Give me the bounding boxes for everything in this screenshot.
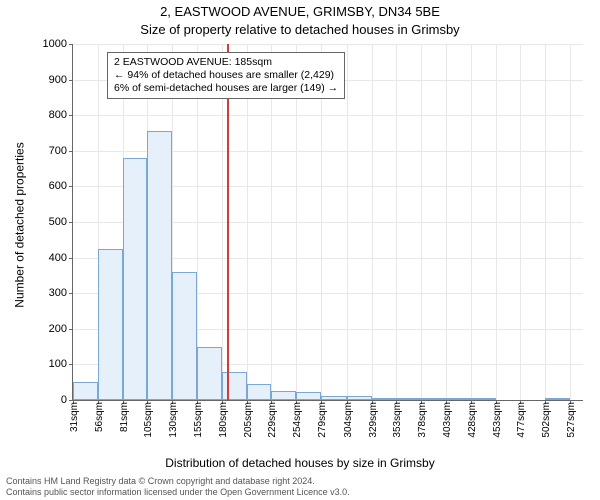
x-tick-label: 229sqm <box>267 400 278 438</box>
histogram-bar <box>446 398 471 400</box>
histogram-bar <box>73 382 98 400</box>
footer-attribution: Contains HM Land Registry data © Crown c… <box>6 476 594 498</box>
histogram-bar <box>123 158 147 400</box>
histogram-bar <box>271 391 296 400</box>
gridline-v <box>545 44 546 400</box>
gridline-v <box>471 44 472 400</box>
histogram-bar <box>98 249 123 400</box>
x-tick-label: 105sqm <box>143 400 154 438</box>
histogram-bar <box>222 372 247 400</box>
chart-container: 2, EASTWOOD AVENUE, GRIMSBY, DN34 5BE Si… <box>0 0 600 500</box>
y-tick-label: 900 <box>49 74 73 86</box>
histogram-bar <box>296 392 321 400</box>
y-tick-label: 100 <box>49 358 73 370</box>
y-tick-label: 200 <box>49 323 73 335</box>
y-axis-label: Number of detached properties <box>13 142 27 307</box>
gridline-v <box>446 44 447 400</box>
y-tick-label: 1000 <box>43 38 73 50</box>
x-tick-label: 477sqm <box>516 400 527 438</box>
x-tick-label: 329sqm <box>368 400 379 438</box>
x-tick-label: 428sqm <box>467 400 478 438</box>
x-tick-label: 254sqm <box>292 400 303 438</box>
histogram-bar <box>172 272 197 400</box>
page-title-line1: 2, EASTWOOD AVENUE, GRIMSBY, DN34 5BE <box>0 4 600 19</box>
y-tick-label: 600 <box>49 180 73 192</box>
gridline-v <box>396 44 397 400</box>
gridline-h <box>73 115 583 116</box>
gridline-v <box>421 44 422 400</box>
x-tick-label: 279sqm <box>317 400 328 438</box>
gridline-v <box>347 44 348 400</box>
x-tick-label: 378sqm <box>417 400 428 438</box>
histogram-bar <box>197 347 222 400</box>
x-tick-label: 304sqm <box>343 400 354 438</box>
footer-line1: Contains HM Land Registry data © Crown c… <box>6 476 594 487</box>
x-tick-label: 31sqm <box>69 400 80 432</box>
y-tick-label: 800 <box>49 109 73 121</box>
histogram-bar <box>421 398 446 400</box>
gridline-v <box>520 44 521 400</box>
x-axis-label: Distribution of detached houses by size … <box>0 456 600 470</box>
x-tick-label: 403sqm <box>442 400 453 438</box>
gridline-v <box>496 44 497 400</box>
histogram-bar <box>147 131 172 400</box>
histogram-bar <box>471 398 496 400</box>
gridline-v <box>372 44 373 400</box>
annotation-line3: 6% of semi-detached houses are larger (1… <box>114 82 338 95</box>
x-tick-label: 453sqm <box>492 400 503 438</box>
x-tick-label: 502sqm <box>541 400 552 438</box>
histogram-bar <box>372 398 396 400</box>
gridline-h <box>73 44 583 45</box>
histogram-bar <box>545 398 570 400</box>
x-tick-label: 205sqm <box>243 400 254 438</box>
annotation-line1: 2 EASTWOOD AVENUE: 185sqm <box>114 56 338 69</box>
gridline-v <box>570 44 571 400</box>
x-tick-label: 353sqm <box>392 400 403 438</box>
histogram-bar <box>247 384 271 400</box>
histogram-bar <box>321 396 346 400</box>
y-tick-label: 300 <box>49 287 73 299</box>
page-title-line2: Size of property relative to detached ho… <box>0 22 600 37</box>
y-tick-label: 700 <box>49 145 73 157</box>
footer-line2: Contains public sector information licen… <box>6 487 594 498</box>
x-tick-label: 180sqm <box>218 400 229 438</box>
y-tick-label: 500 <box>49 216 73 228</box>
x-tick-label: 155sqm <box>193 400 204 438</box>
histogram-bar <box>347 396 372 400</box>
annotation-box: 2 EASTWOOD AVENUE: 185sqm ← 94% of detac… <box>107 52 345 99</box>
x-tick-label: 527sqm <box>566 400 577 438</box>
x-tick-label: 56sqm <box>94 400 105 432</box>
histogram-bar <box>396 398 421 400</box>
x-tick-label: 81sqm <box>119 400 130 432</box>
x-tick-label: 130sqm <box>168 400 179 438</box>
y-axis-label-wrap: Number of detached properties <box>12 50 28 400</box>
annotation-line2: ← 94% of detached houses are smaller (2,… <box>114 69 338 82</box>
y-tick-label: 400 <box>49 252 73 264</box>
histogram-plot: 0100200300400500600700800900100031sqm56s… <box>72 44 583 401</box>
